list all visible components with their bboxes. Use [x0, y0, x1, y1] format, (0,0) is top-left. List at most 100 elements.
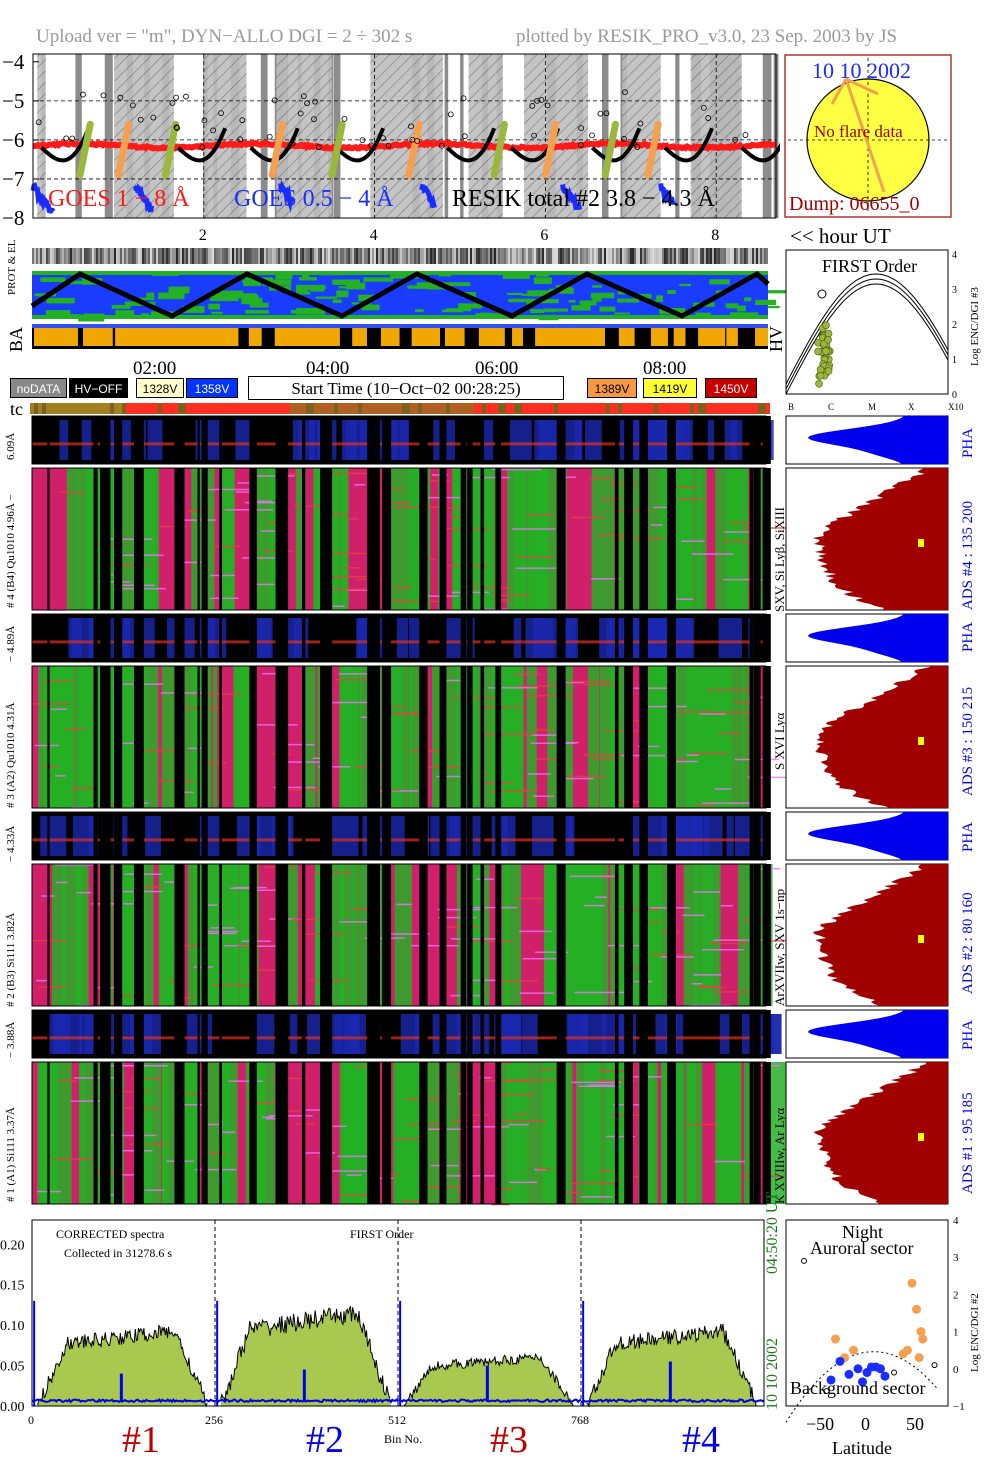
- hv-off-column: [460, 468, 467, 610]
- resik-point: [409, 136, 416, 143]
- prot-el-cell: [396, 248, 398, 264]
- hv-off-column: [174, 666, 179, 808]
- main-streak: [562, 777, 594, 780]
- prot-el-cell: [364, 248, 366, 264]
- spectrum-fill-channel-2: [220, 1306, 391, 1406]
- hv-off-column: [219, 468, 223, 610]
- resik-total-series: [176, 127, 228, 163]
- prot-el-cell: [732, 248, 734, 264]
- background-point: [844, 1369, 854, 1379]
- hv-off-column: [47, 666, 50, 808]
- resik-point: [447, 111, 454, 118]
- main-streak: [460, 1114, 489, 1116]
- hv-off-column: [749, 614, 754, 662]
- main-streak: [649, 921, 660, 923]
- tc-cell: [306, 403, 310, 414]
- hv-off-column: [762, 1062, 771, 1204]
- hv-off-column: [134, 416, 144, 464]
- particle-green: [309, 287, 325, 292]
- prot-el-cell: [424, 248, 426, 264]
- prot-el-cell: [150, 248, 152, 264]
- prot-el-cell: [624, 248, 626, 264]
- main-green-band: [530, 1062, 560, 1204]
- main-streak: [506, 1079, 556, 1081]
- particle-green: [213, 293, 241, 298]
- hv-off-column: [249, 1010, 257, 1058]
- particle-green: [296, 284, 326, 290]
- tc-cell: [274, 403, 278, 414]
- resik-point: [341, 115, 348, 122]
- particle-green: [219, 290, 244, 295]
- main-streak: [599, 498, 623, 501]
- prot-el-cell: [678, 248, 680, 264]
- prot-el-cell: [566, 248, 568, 264]
- prot-el-cell: [326, 248, 328, 264]
- hv-off-column: [100, 666, 105, 808]
- tc-cell: [282, 403, 286, 414]
- main-streak: [38, 986, 67, 988]
- main-streak: [229, 887, 254, 889]
- resik-point: [597, 110, 604, 117]
- prot-el-cell: [280, 248, 282, 264]
- tc-cell: [430, 403, 434, 414]
- particle-green: [502, 272, 530, 279]
- prot-el-cell: [436, 248, 438, 264]
- hv-off-column: [371, 614, 380, 662]
- spectrum-line-channel-1: [37, 1324, 208, 1408]
- prot-el-cell: [454, 248, 456, 264]
- particle-green: [559, 287, 574, 294]
- night-label: Night: [842, 1222, 884, 1242]
- prot-el-cell: [660, 248, 662, 264]
- main-streak: [389, 600, 439, 603]
- main-streak: [527, 773, 551, 775]
- main-streak: [454, 697, 502, 699]
- hv-off-column: [753, 812, 761, 860]
- tc-cell: [242, 403, 246, 414]
- main-streak: [394, 713, 429, 715]
- flare-class-label: M: [778, 93, 780, 106]
- tc-cell: [586, 403, 590, 414]
- hv-off-column: [495, 666, 502, 808]
- tc-cell: [266, 403, 270, 414]
- data-gap-stripe: [75, 54, 82, 218]
- tc-cell: [386, 403, 390, 414]
- prot-el-cell: [176, 248, 178, 264]
- prot-el-cell: [690, 248, 692, 264]
- particle-green: [737, 307, 746, 312]
- spectrum-note-corrected: CORRECTED spectra: [56, 1227, 165, 1241]
- prot-el-cell: [688, 248, 690, 264]
- hv-off-column: [93, 1010, 98, 1058]
- hv-off-column: [114, 666, 123, 808]
- hv-off-column: [371, 1010, 380, 1058]
- prot-el-cell: [268, 248, 270, 264]
- main-green-band: [222, 468, 235, 610]
- prot-el-cell: [710, 248, 712, 264]
- tc-cell: [270, 403, 274, 414]
- prot-el-cell: [498, 248, 500, 264]
- prot-el-cell: [308, 248, 310, 264]
- tc-cell: [566, 403, 570, 414]
- lat-ytick-label: 2: [953, 1289, 959, 1301]
- main-streak: [484, 733, 534, 736]
- main-streak: [723, 578, 770, 581]
- night-band: [37, 54, 46, 218]
- hv-off-column: [323, 468, 333, 610]
- tc-cell: [390, 403, 394, 414]
- hv-off-column: [667, 864, 676, 1006]
- spectrum-ytick-label: 0.15: [0, 1279, 25, 1294]
- prot-el-cell: [754, 248, 756, 264]
- tc-cell: [526, 403, 530, 414]
- ba-segment: [411, 327, 440, 346]
- hv-off-column: [624, 1010, 633, 1058]
- tc-cell: [554, 403, 558, 414]
- tc-cell: [614, 403, 618, 414]
- tc-cell: [382, 403, 386, 414]
- prot-el-cell: [78, 248, 80, 264]
- main-green-band: [697, 468, 707, 610]
- main-streak: [537, 1168, 552, 1170]
- prot-el-cell: [148, 248, 150, 264]
- prot-el-cell: [74, 248, 76, 264]
- main-streak: [522, 957, 560, 960]
- prot-el-cell: [88, 248, 90, 264]
- prot-el-cell: [160, 248, 162, 264]
